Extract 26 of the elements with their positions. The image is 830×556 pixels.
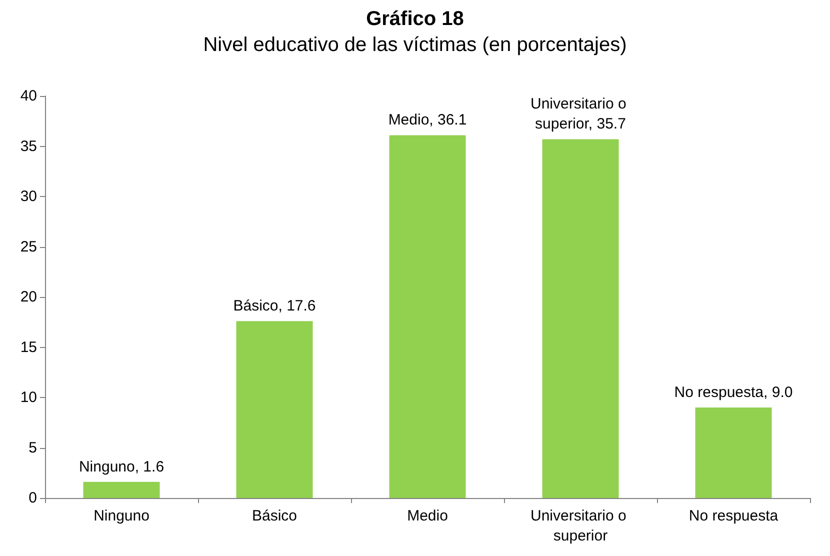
y-tick-label: 20	[20, 288, 37, 306]
y-tick-label: 10	[20, 389, 37, 406]
bar	[695, 408, 772, 498]
bar	[389, 135, 466, 498]
bar	[236, 321, 313, 498]
y-tick-label: 40	[20, 88, 37, 104]
data-label: Medio, 36.1	[388, 112, 467, 129]
bar	[542, 139, 619, 498]
y-tick-label: 0	[28, 490, 37, 506]
data-label: No respuesta, 9.0	[674, 384, 793, 402]
data-label: Universitario o superior, 35.7	[530, 96, 631, 133]
chart-subtitle: Nivel educativo de las víctimas (en porcentajes)	[203, 34, 627, 56]
data-label: Ninguno, 1.6	[78, 458, 164, 476]
y-tick-label: 30	[20, 188, 37, 205]
y-tick-label: 15	[20, 338, 37, 356]
bar	[83, 482, 160, 498]
y-tick-label: 35	[20, 138, 37, 155]
x-tick-label: Universitario o superior	[530, 508, 631, 544]
x-tick-label: Medio	[407, 508, 448, 524]
y-tick-label: 5	[28, 439, 37, 456]
y-tick-label: 25	[20, 238, 37, 256]
x-tick-label: Básico	[252, 508, 298, 524]
x-tick-label: Ninguno	[94, 508, 150, 524]
x-tick-label: No respuesta	[688, 508, 779, 524]
chart-title: Gráfico 18	[366, 8, 464, 30]
data-label: Básico, 17.6	[233, 298, 316, 315]
